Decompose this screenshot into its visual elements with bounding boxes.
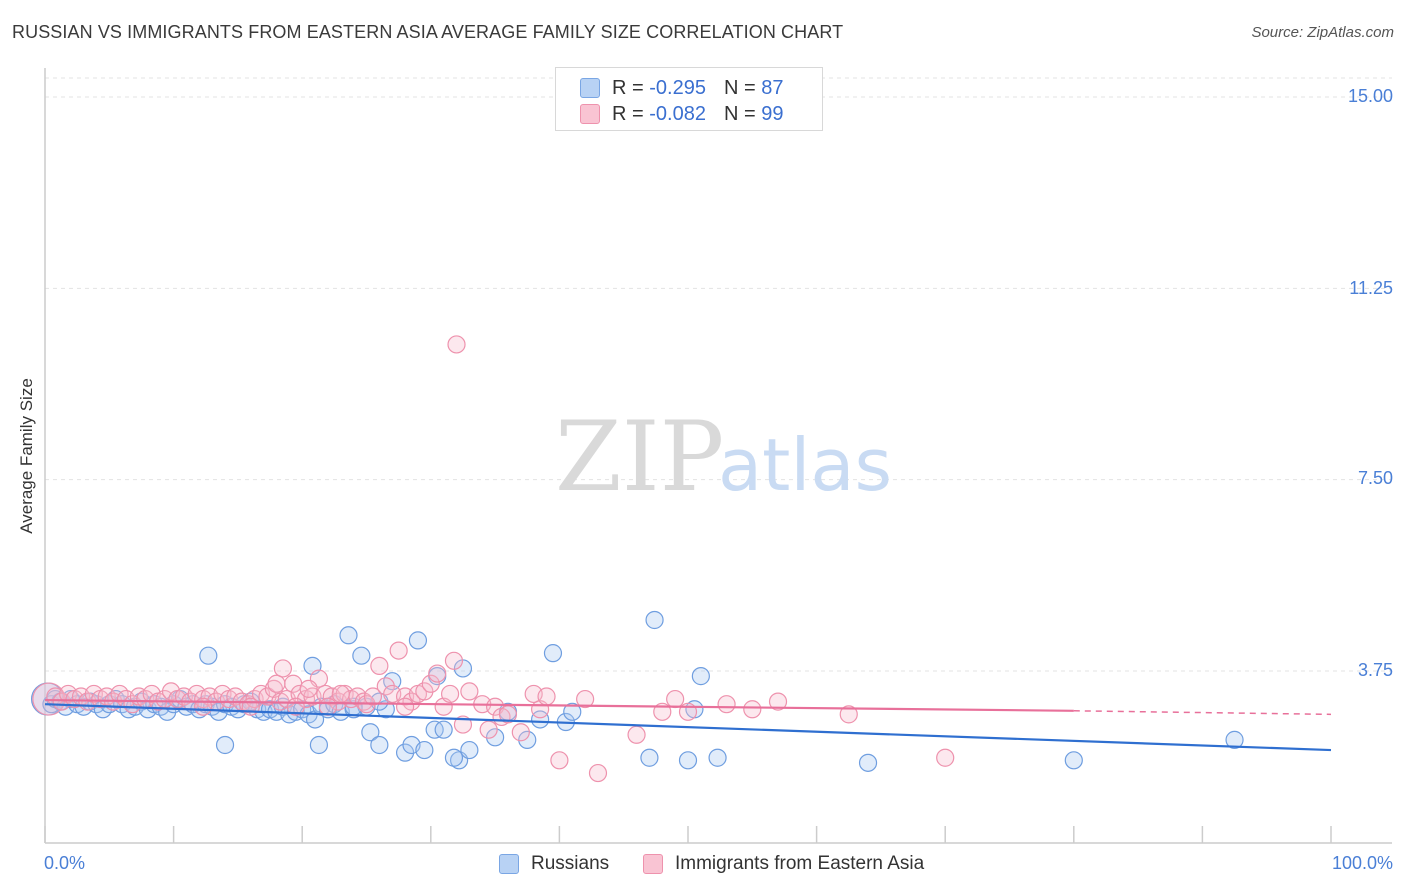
y-tick-label: 3.75: [1357, 660, 1393, 680]
source-label: Source: ZipAtlas.com: [1251, 24, 1394, 41]
immigrants-point: [440, 684, 460, 704]
immigrants-point: [666, 689, 685, 709]
russians-point: [339, 626, 358, 645]
russians-point: [640, 748, 659, 767]
immigrants-point: [717, 695, 736, 714]
y-tick-label: 11.25: [1349, 278, 1393, 298]
y-tick-label: 15.00: [1347, 86, 1393, 106]
axes: [44, 68, 1392, 844]
legend-label-immigrants: Immigrants from Eastern Asia: [675, 853, 925, 874]
immigrants-point: [839, 705, 858, 724]
immigrants-point: [627, 725, 646, 744]
russians-point: [678, 751, 698, 770]
russians-point: [858, 753, 878, 772]
russians-point: [408, 631, 428, 650]
r-value: -0.082: [649, 102, 706, 125]
immigrants-point: [331, 684, 350, 704]
russians-point: [691, 667, 710, 686]
n-value: 87: [761, 76, 784, 99]
legend-swatch-blue: [580, 78, 600, 98]
russians-point: [645, 610, 664, 630]
x-tick-label: 100.0%: [1331, 853, 1393, 873]
immigrants-point: [768, 692, 788, 711]
immigrants-trend-extension: [1073, 710, 1332, 716]
immigrants-point: [588, 763, 608, 783]
correlation-legend: R = -0.295 N = 87 R = -0.082 N = 99: [555, 67, 823, 131]
n-value: 99: [761, 102, 784, 125]
legend-row-immigrants: R = -0.082 N = 99: [580, 102, 783, 126]
russians-point: [460, 740, 479, 760]
russians-point: [434, 720, 453, 739]
x-tick-label: 0.0%: [44, 853, 86, 873]
y-tick-label: 7.50: [1357, 468, 1393, 488]
watermark-zip: ZIP: [555, 401, 724, 513]
russians-point: [309, 735, 329, 755]
r-label: R =: [612, 102, 644, 125]
russians-point: [708, 748, 727, 767]
legend-row-russians: R = -0.295 N = 87: [580, 76, 783, 100]
immigrants-point: [479, 720, 498, 739]
legend-label-russians: Russians: [531, 853, 610, 874]
immigrants-point: [389, 641, 408, 660]
immigrants-point: [447, 335, 466, 354]
russians-point: [361, 723, 380, 742]
russians-point: [370, 735, 389, 755]
legend-item-immigrants: Immigrants from Eastern Asia: [643, 851, 924, 877]
chart-title: RUSSIAN VS IMMIGRANTS FROM EASTERN ASIA …: [12, 22, 844, 42]
immigrants-point: [267, 674, 286, 693]
immigrants-point: [363, 687, 383, 706]
immigrants-point: [370, 656, 389, 675]
immigrants-point: [511, 723, 530, 742]
trend-lines: [44, 698, 1332, 752]
russians-point: [444, 748, 464, 767]
legend-swatch-russians: [499, 854, 519, 874]
immigrants-point: [318, 697, 338, 716]
legend-item-russians: Russians: [499, 851, 609, 877]
r-label: R =: [612, 76, 644, 99]
immigrants-point: [299, 679, 318, 698]
watermark: ZIP atlas: [555, 401, 892, 513]
r-value: -0.295: [649, 76, 706, 99]
russians-point: [352, 646, 371, 665]
russians-point: [1225, 730, 1244, 749]
russians-point: [199, 646, 218, 665]
n-label: N =: [723, 102, 756, 125]
russians-point: [415, 740, 434, 760]
immigrants-point: [444, 651, 464, 670]
immigrants-point: [421, 674, 440, 693]
immigrants-point: [428, 664, 447, 683]
immigrants-point: [273, 659, 293, 678]
immigrants-point: [743, 700, 762, 719]
immigrants-point: [576, 689, 595, 709]
watermark-atlas: atlas: [718, 423, 892, 507]
legend-swatch-pink: [580, 104, 600, 124]
russians-point: [1064, 751, 1083, 770]
y-axis-label: Average Family Size: [17, 378, 36, 534]
immigrants-point: [395, 697, 415, 716]
russians-point: [563, 702, 582, 721]
immigrants-point: [550, 751, 569, 770]
legend-swatch-immigrants: [643, 854, 663, 874]
immigrants-point: [354, 692, 374, 711]
grid-lines: [45, 77, 1392, 672]
russians-point: [531, 710, 550, 729]
immigrants-trend-line: [44, 698, 1074, 712]
immigrants-point: [537, 687, 556, 706]
russians-trend-line: [44, 703, 1332, 752]
russians-point: [543, 644, 563, 663]
russians-point: [215, 735, 235, 755]
immigrants-point: [936, 748, 955, 767]
immigrants-point: [460, 682, 479, 701]
n-label: N =: [723, 76, 756, 99]
